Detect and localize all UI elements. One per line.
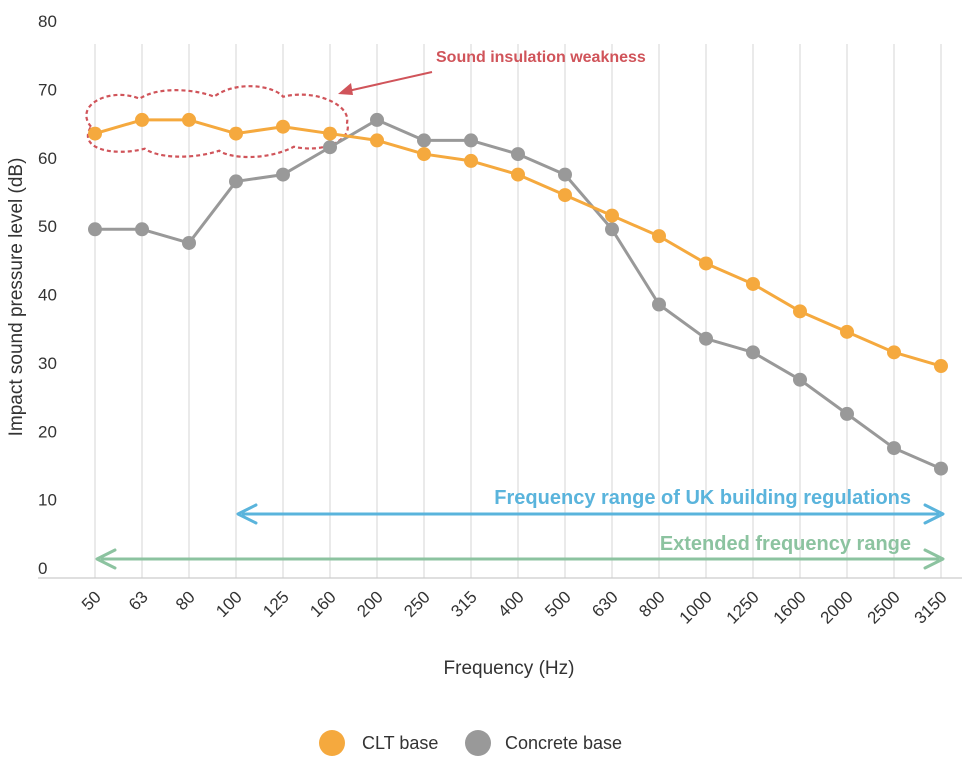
data-point-clt-base <box>699 256 713 271</box>
y-tick-label: 80 <box>38 12 57 31</box>
x-tick-label: 80 <box>172 587 199 614</box>
data-point-concrete-base <box>276 167 290 182</box>
x-axis-title: Frequency (Hz) <box>444 658 575 679</box>
data-point-clt-base <box>88 126 102 141</box>
y-tick-label: 20 <box>38 422 57 441</box>
x-tick-label: 125 <box>259 587 292 620</box>
x-tick-label: 3150 <box>911 587 951 627</box>
legend-label: CLT base <box>362 733 438 753</box>
data-point-clt-base <box>229 126 243 141</box>
range-arrow-head-right <box>923 548 945 570</box>
range-arrow-head-left <box>95 548 117 570</box>
x-tick-label: 160 <box>306 587 339 620</box>
data-point-clt-base <box>511 167 525 182</box>
y-tick-label: 10 <box>38 491 57 510</box>
data-point-clt-base <box>276 119 290 134</box>
data-point-clt-base <box>135 112 149 127</box>
data-point-clt-base <box>323 126 337 141</box>
y-axis-title: Impact sound pressure level (dB) <box>6 158 27 437</box>
x-tick-label: 250 <box>400 587 433 620</box>
x-tick-label: 400 <box>494 587 527 620</box>
x-tick-label: 1000 <box>676 587 716 627</box>
data-point-concrete-base <box>511 147 525 162</box>
data-point-concrete-base <box>746 345 760 360</box>
data-point-clt-base <box>464 153 478 168</box>
data-point-concrete-base <box>887 441 901 456</box>
range-arrow-head-right <box>923 503 945 525</box>
data-point-concrete-base <box>229 174 243 189</box>
data-point-concrete-base <box>652 297 666 312</box>
x-tick-label: 100 <box>212 587 245 620</box>
y-tick-label: 40 <box>38 286 57 305</box>
y-tick-label: 60 <box>38 149 57 168</box>
weakness-arrow-head <box>338 83 353 95</box>
annotation-layer: Sound insulation weakness Frequency range… <box>85 49 945 570</box>
data-point-concrete-base <box>793 372 807 387</box>
data-point-clt-base <box>182 112 196 127</box>
data-point-concrete-base <box>605 222 619 237</box>
legend-swatch <box>319 730 345 756</box>
data-point-clt-base <box>934 359 948 374</box>
data-point-concrete-base <box>464 133 478 148</box>
data-point-concrete-base <box>370 112 384 127</box>
data-point-concrete-base <box>182 235 196 250</box>
data-point-clt-base <box>417 147 431 162</box>
data-point-concrete-base <box>417 133 431 148</box>
data-point-concrete-base <box>699 331 713 346</box>
data-point-concrete-base <box>558 167 572 182</box>
weakness-cloud <box>85 85 349 159</box>
y-tick-label: 0 <box>38 559 47 578</box>
data-point-concrete-base <box>934 461 948 476</box>
x-tick-label: 2000 <box>817 587 857 627</box>
y-tick-label: 70 <box>38 80 57 99</box>
x-tick-label: 500 <box>541 587 574 620</box>
x-tick-label: 2500 <box>864 587 904 627</box>
data-point-concrete-base <box>135 222 149 237</box>
range-label: Extended frequency range <box>660 533 911 555</box>
x-tick-label: 315 <box>447 587 480 620</box>
range-label: Frequency range of UK building regulatio… <box>494 487 911 509</box>
data-point-clt-base <box>887 345 901 360</box>
data-point-clt-base <box>605 208 619 223</box>
data-point-concrete-base <box>88 222 102 237</box>
x-tick-label: 630 <box>588 587 621 620</box>
weakness-label: Sound insulation weakness <box>436 49 646 66</box>
x-tick-label: 1250 <box>723 587 763 627</box>
data-point-clt-base <box>558 188 572 203</box>
data-point-concrete-base <box>323 140 337 155</box>
x-tick-label: 50 <box>78 587 105 614</box>
x-tick-label: 1600 <box>770 587 810 627</box>
x-tick-label: 63 <box>125 587 152 614</box>
series-layer <box>88 112 948 476</box>
data-point-clt-base <box>840 324 854 339</box>
data-point-clt-base <box>793 304 807 319</box>
x-tick-label: 200 <box>353 587 386 620</box>
y-tick-label: 30 <box>38 354 57 373</box>
legend-label: Concrete base <box>505 733 622 753</box>
data-point-concrete-base <box>840 406 854 421</box>
y-tick-label: 50 <box>38 217 57 236</box>
data-point-clt-base <box>746 276 760 291</box>
range-arrow-head-left <box>236 503 258 525</box>
weakness-arrow-line <box>347 71 433 92</box>
legend-swatch <box>465 730 491 756</box>
x-tick-label: 800 <box>635 587 668 620</box>
data-point-clt-base <box>370 133 384 148</box>
data-point-clt-base <box>652 229 666 244</box>
legend: CLT base Concrete base <box>319 730 622 756</box>
